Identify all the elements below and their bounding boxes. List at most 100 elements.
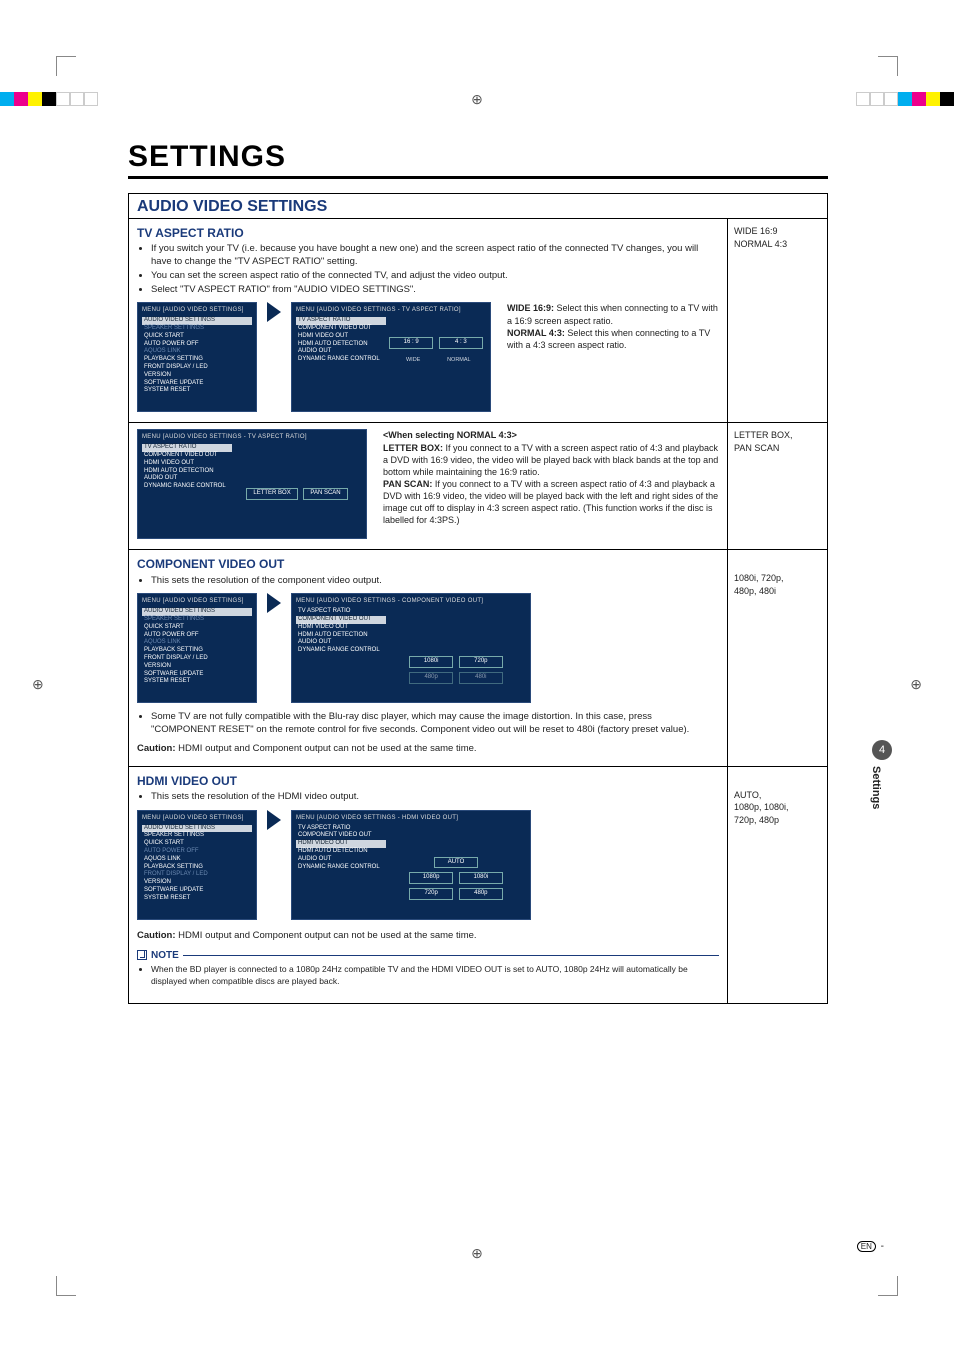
osd-item: QUICK START — [142, 840, 252, 848]
osd-item: SOFTWARE UPDATE — [142, 887, 252, 895]
osd-option: 1080i — [459, 872, 503, 884]
osd-item: SPEAKER SETTINGS — [142, 325, 252, 333]
osd-item: TV ASPECT RATIO — [296, 608, 386, 616]
osd-item: COMPONENT VIDEO OUT — [296, 325, 386, 333]
bullet: Some TV are not fully compatible with th… — [151, 711, 719, 737]
side-values: AUTO, 1080p, 1080i, 720p, 480p — [727, 767, 827, 1003]
osd-option: 480p — [459, 888, 503, 900]
osd-item: FRONT DISPLAY / LED — [142, 364, 252, 372]
osd-item: SYSTEM RESET — [142, 895, 252, 903]
osd-item: AUDIO OUT — [296, 348, 386, 356]
osd-item: AUDIO OUT — [142, 475, 232, 483]
osd-item: HDMI AUTO DETECTION — [142, 468, 232, 476]
settings-section: AUDIO VIDEO SETTINGS TV ASPECT RATIO If … — [128, 193, 828, 1004]
osd-item: HDMI AUTO DETECTION — [296, 341, 386, 349]
text: HDMI output and Component output can not… — [176, 743, 477, 754]
osd-menu-settings: MENU [AUDIO VIDEO SETTINGS] AUDIO VIDEO … — [137, 810, 257, 920]
osd-item: AUTO POWER OFF — [142, 848, 252, 856]
osd-item: AUTO POWER OFF — [142, 632, 252, 640]
subsection-title: HDMI VIDEO OUT — [137, 773, 719, 789]
text: If you connect to a TV with a screen asp… — [383, 479, 718, 525]
osd-title: MENU [AUDIO VIDEO SETTINGS] — [142, 815, 252, 823]
osd-item: SOFTWARE UPDATE — [142, 671, 252, 679]
osd-item: SYSTEM RESET — [142, 387, 252, 395]
label: <When selecting NORMAL 4:3> — [383, 430, 517, 440]
osd-option: 480i — [459, 672, 503, 684]
osd-menu-hdmi: MENU [AUDIO VIDEO SETTINGS - HDMI VIDEO … — [291, 810, 531, 920]
arrow-right-icon — [267, 810, 281, 830]
explanation-text: WIDE 16:9: Select this when connecting t… — [507, 302, 719, 351]
osd-menu-settings: MENU [AUDIO VIDEO SETTINGS] AUDIO VIDEO … — [137, 302, 257, 412]
language-badge: EN - — [857, 1241, 884, 1252]
osd-item: AUDIO VIDEO SETTINGS — [142, 825, 252, 833]
label: LETTER BOX: — [383, 443, 443, 453]
registration-bar-bottom: ⊕ — [0, 1244, 954, 1262]
note-icon — [137, 950, 147, 960]
label: NOTE — [151, 949, 179, 963]
osd-menu-settings: MENU [AUDIO VIDEO SETTINGS] AUDIO VIDEO … — [137, 593, 257, 703]
en-icon: EN — [857, 1241, 876, 1252]
osd-item: FRONT DISPLAY / LED — [142, 871, 252, 879]
subsection-component: COMPONENT VIDEO OUT This sets the resolu… — [129, 549, 827, 765]
bullet: If you switch your TV (i.e. because you … — [151, 243, 719, 269]
arrow-right-icon — [267, 593, 281, 613]
osd-item: HDMI VIDEO OUT — [296, 624, 386, 632]
osd-title: MENU [AUDIO VIDEO SETTINGS] — [142, 307, 252, 315]
osd-title: MENU [AUDIO VIDEO SETTINGS - TV ASPECT R… — [296, 307, 486, 315]
osd-item: TV ASPECT RATIO — [296, 825, 386, 833]
osd-item: COMPONENT VIDEO OUT — [296, 616, 386, 624]
osd-option: LETTER BOX — [246, 488, 297, 500]
osd-menu-tv-aspect: MENU [AUDIO VIDEO SETTINGS - TV ASPECT R… — [291, 302, 491, 412]
registration-target-icon: ⊕ — [471, 91, 483, 108]
bullet: This sets the resolution of the HDMI vid… — [151, 791, 719, 804]
crop-mark — [878, 56, 898, 76]
registration-bar-top: ⊕ — [0, 90, 954, 108]
osd-item: HDMI VIDEO OUT — [142, 460, 232, 468]
section-title: AUDIO VIDEO SETTINGS — [129, 194, 827, 218]
divider — [183, 955, 719, 956]
chapter-number: 4 — [872, 740, 892, 760]
text: HDMI output and Component output can not… — [176, 930, 477, 941]
text: - — [878, 1241, 884, 1252]
label: Caution: — [137, 743, 176, 754]
bullet: Select "TV ASPECT RATIO" from "AUDIO VID… — [151, 284, 719, 297]
osd-item: VERSION — [142, 879, 252, 887]
caution-text: Caution: HDMI output and Component outpu… — [137, 930, 719, 943]
bullet: When the BD player is connected to a 108… — [151, 964, 719, 987]
osd-item: DYNAMIC RANGE CONTROL — [296, 647, 386, 655]
bullet-list: If you switch your TV (i.e. because you … — [137, 243, 719, 296]
osd-item: SPEAKER SETTINGS — [142, 832, 252, 840]
label: Caution: — [137, 930, 176, 941]
osd-option: 720p — [459, 656, 503, 668]
registration-target-icon: ⊕ — [471, 1245, 483, 1262]
subsection-tv-aspect-43: MENU [AUDIO VIDEO SETTINGS - TV ASPECT R… — [129, 422, 827, 549]
subsection-title: COMPONENT VIDEO OUT — [137, 556, 719, 572]
osd-item: AQUOS LINK — [142, 639, 252, 647]
osd-item: AQUOS LINK — [142, 348, 252, 356]
explanation-text: <When selecting NORMAL 4:3> LETTER BOX: … — [383, 429, 719, 526]
osd-item: HDMI AUTO DETECTION — [296, 632, 386, 640]
page-content: SETTINGS AUDIO VIDEO SETTINGS TV ASPECT … — [128, 140, 828, 1004]
page-title: SETTINGS — [128, 140, 828, 179]
osd-menu-component: MENU [AUDIO VIDEO SETTINGS - COMPONENT V… — [291, 593, 531, 703]
osd-item: AQUOS LINK — [142, 856, 252, 864]
crop-mark — [56, 1276, 76, 1296]
registration-target-icon: ⊕ — [32, 676, 44, 693]
osd-option: 1080i — [409, 656, 453, 668]
label: PAN SCAN: — [383, 479, 432, 489]
osd-option-label: WIDE — [391, 357, 435, 364]
caution-text: Caution: HDMI output and Component outpu… — [137, 743, 719, 756]
bullet: This sets the resolution of the componen… — [151, 575, 719, 588]
subsection-title: TV ASPECT RATIO — [137, 225, 719, 241]
bullet: You can set the screen aspect ratio of t… — [151, 270, 719, 283]
registration-target-icon: ⊕ — [910, 676, 922, 693]
osd-option: 4 : 3 — [439, 337, 483, 349]
osd-item: FRONT DISPLAY / LED — [142, 655, 252, 663]
crop-mark — [56, 56, 76, 76]
osd-title: MENU [AUDIO VIDEO SETTINGS - HDMI VIDEO … — [296, 815, 526, 823]
osd-item: QUICK START — [142, 624, 252, 632]
osd-item: SOFTWARE UPDATE — [142, 380, 252, 388]
note-heading: NOTE — [137, 949, 719, 963]
osd-item: DYNAMIC RANGE CONTROL — [296, 356, 386, 364]
label: WIDE 16:9: — [507, 303, 554, 313]
